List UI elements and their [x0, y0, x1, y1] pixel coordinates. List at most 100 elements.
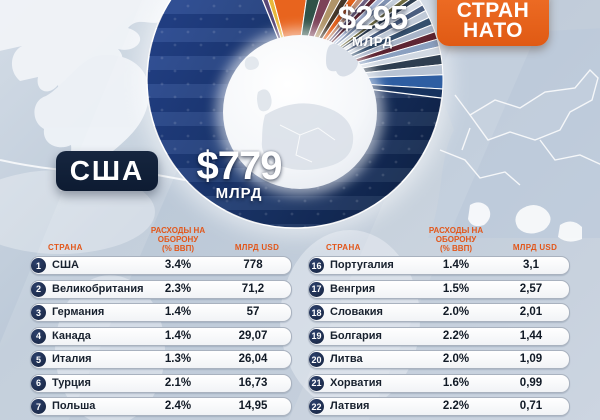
- map-border-2: [454, 94, 471, 116]
- table-row: 3 Германия 1.4% 57: [30, 303, 292, 322]
- rank-badge: 18: [309, 305, 324, 320]
- cell-name: США: [52, 259, 79, 271]
- cell-pct: 3.4%: [164, 259, 192, 271]
- rank-badge: 20: [309, 352, 324, 367]
- cell-name: Латвия: [330, 400, 370, 412]
- table-row: 7 Польша 2.4% 14,95: [30, 397, 292, 416]
- table-row: 4 Канада 1.4% 29,07: [30, 326, 292, 346]
- map-border-1: [439, 149, 521, 186]
- cell-pct: 2.2%: [442, 400, 470, 412]
- rank-badge: 5: [31, 352, 46, 367]
- usa-amount-unit: МЛРД: [215, 185, 263, 202]
- cell-name: Хорватия: [330, 376, 382, 389]
- header-spending: РАСХОДЫ НА ОБОРОНУ (% ВВП): [134, 226, 222, 253]
- map-europe-mainland: [261, 103, 354, 170]
- cell-name: Великобритания: [52, 282, 144, 295]
- map-border-4: [461, 127, 471, 151]
- usa-label-text: США: [69, 155, 145, 186]
- map-glow-lowerleft: [0, 170, 155, 254]
- cell-name: Канада: [52, 329, 91, 342]
- map-europe-borders-1: [279, 124, 336, 141]
- cell-val: 0,99: [519, 376, 543, 389]
- rank-badge: 6: [31, 375, 46, 391]
- table-row: 5 Италия 1.3% 26,04: [30, 350, 292, 369]
- cell-pct: 2.0%: [442, 306, 470, 318]
- cell-val: 71,2: [241, 282, 265, 295]
- rank-badge: 7: [31, 399, 46, 414]
- rank-badge: 1: [31, 258, 46, 273]
- spending-table-left: СТРАНА РАСХОДЫ НА ОБОРОНУ (% ВВП) МЛРД U…: [30, 224, 292, 420]
- table-row: 21 Хорватия 1.6% 0,99: [308, 373, 570, 393]
- table-row: 22 Латвия 2.2% 0,71: [308, 397, 570, 416]
- header-country: СТРАНА: [48, 243, 83, 252]
- rank-badge: 2: [31, 281, 46, 297]
- usa-amount-block: $779 МЛРД: [191, 146, 287, 201]
- cell-val: 29,07: [238, 329, 268, 342]
- cell-name: Германия: [52, 306, 105, 318]
- map-canada-south: [34, 55, 150, 192]
- table-row: 16 Португалия 1.4% 3,1: [308, 256, 570, 275]
- usa-label-badge: США: [56, 151, 158, 191]
- cell-val: 778: [243, 259, 263, 271]
- header-country: СТРАНА: [326, 243, 361, 252]
- table-rows-left: 1 США 3.4% 778 2 Великобритания 2.3% 71,2 3 Герма…: [30, 256, 292, 420]
- rank-badge: 21: [309, 375, 324, 391]
- cell-val: 57: [246, 306, 260, 318]
- map-sea-asia-2: [558, 221, 582, 242]
- cell-name: Словакия: [330, 306, 383, 318]
- nato-title-line1: СТРАН: [456, 0, 530, 22]
- table-row: 18 Словакия 2.0% 2,01: [308, 303, 570, 322]
- map-border-3: [539, 139, 600, 165]
- header-spending-line2: ОБОРОНУ: [435, 235, 477, 244]
- cell-val: 16,73: [238, 376, 268, 389]
- map-north-america: [0, 0, 175, 104]
- cell-val: 3,1: [523, 259, 539, 271]
- map-mongolia-outline: [468, 68, 599, 141]
- map-europe-borders-2: [295, 134, 313, 163]
- others-amount-unit: МЛРД: [351, 34, 394, 49]
- map-india-tip: [468, 202, 491, 227]
- cell-val: 1,09: [519, 353, 543, 365]
- table-row: 6 Турция 2.1% 16,73: [30, 373, 292, 393]
- header-spending-line1: РАСХОДЫ НА: [150, 226, 206, 235]
- table-row: 19 Болгария 2.2% 1,44: [308, 326, 570, 346]
- cell-pct: 1.3%: [164, 353, 192, 365]
- table-row: 2 Великобритания 2.3% 71,2: [30, 279, 292, 299]
- rank-badge: 17: [309, 281, 324, 297]
- map-uk: [257, 89, 272, 112]
- cell-pct: 1.6%: [442, 376, 470, 389]
- cell-name: Польша: [52, 400, 96, 412]
- header-spending-line1: РАСХОДЫ НА: [428, 226, 484, 235]
- map-iceland: [244, 56, 259, 70]
- cell-name: Турция: [52, 376, 91, 389]
- rank-badge: 3: [31, 305, 46, 320]
- cell-pct: 2.4%: [164, 400, 192, 412]
- cell-name: Венгрия: [330, 282, 376, 295]
- cell-pct: 2.2%: [442, 329, 470, 342]
- cell-val: 26,04: [238, 353, 268, 365]
- cell-pct: 1.5%: [442, 282, 470, 295]
- nato-title-line2: НАТО: [463, 19, 523, 42]
- cell-val: 14,95: [238, 400, 268, 412]
- cell-pct: 2.3%: [164, 282, 192, 295]
- cell-pct: 1.4%: [442, 259, 470, 271]
- cell-pct: 2.0%: [442, 353, 470, 365]
- cell-name: Литва: [330, 353, 363, 365]
- cell-name: Италия: [52, 353, 92, 365]
- table-rows-right: 16 Португалия 1.4% 3,1 17 Венгрия 1.5% 2,57 18 Сл…: [308, 256, 570, 420]
- rank-badge: 16: [309, 258, 324, 273]
- header-spending-line3: (% ВВП): [162, 244, 194, 253]
- header-usd: МЛРД USD: [234, 243, 280, 252]
- rank-badge: 4: [31, 328, 46, 344]
- spending-table-right: СТРАНА РАСХОДЫ НА ОБОРОНУ (% ВВП) МЛРД U…: [308, 224, 570, 420]
- table-row: 1 США 3.4% 778: [30, 256, 292, 275]
- rank-badge: 22: [309, 399, 324, 414]
- header-spending-line2: ОБОРОНУ: [157, 235, 199, 244]
- cell-val: 1,44: [519, 329, 543, 342]
- cell-pct: 2.1%: [164, 376, 192, 389]
- map-asia-region: [418, 28, 600, 238]
- cell-name: Болгария: [330, 329, 382, 342]
- rank-badge: 19: [309, 328, 324, 344]
